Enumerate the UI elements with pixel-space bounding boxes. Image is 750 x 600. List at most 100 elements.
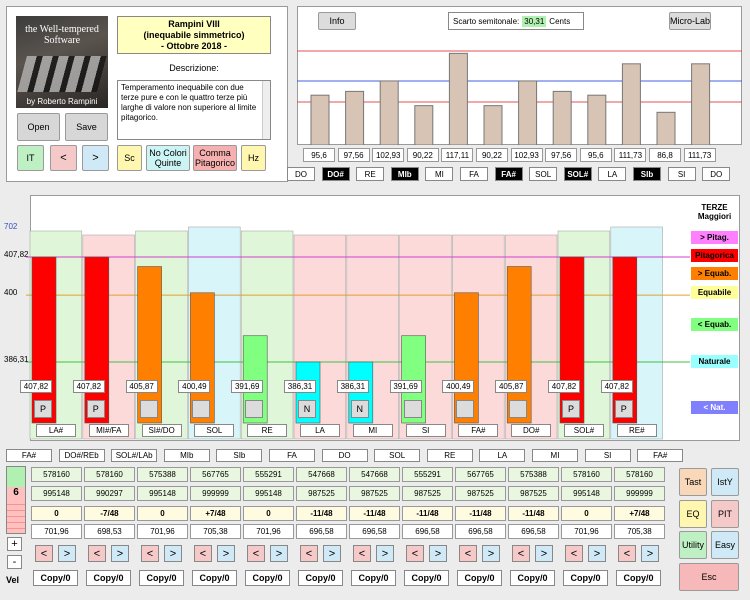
copy-button[interactable]: Copy/0: [351, 570, 396, 586]
marker-button[interactable]: P: [562, 400, 580, 418]
info-button[interactable]: Info: [318, 12, 356, 30]
up-arrow-button[interactable]: >: [482, 545, 500, 562]
plus-button[interactable]: +: [7, 537, 22, 551]
marker-button[interactable]: P: [86, 400, 105, 418]
esc-button[interactable]: Esc: [679, 563, 739, 591]
down-arrow-button[interactable]: <: [194, 545, 212, 562]
scarto-unit: Cents: [549, 16, 571, 26]
down-arrow-button[interactable]: <: [247, 545, 265, 562]
copy-button[interactable]: Copy/0: [563, 570, 608, 586]
logo-title-line1: the Well-tempered: [25, 24, 99, 35]
logo-title-line2: Software: [43, 35, 81, 46]
copy-button[interactable]: Copy/0: [86, 570, 131, 586]
bottom-note-label: LA: [479, 449, 526, 462]
prev-button[interactable]: <: [50, 145, 77, 171]
marker-button[interactable]: N: [298, 400, 316, 418]
data-cell: 987525: [402, 486, 453, 501]
data-cell: 547668: [296, 467, 347, 482]
down-arrow-button[interactable]: <: [459, 545, 477, 562]
bottom-note-label: SOL#/LAb: [111, 449, 158, 462]
data-cell: 696,58: [508, 524, 559, 539]
down-arrow-button[interactable]: <: [35, 545, 53, 562]
data-cell: 987525: [508, 486, 559, 501]
no-colori-quinte-button[interactable]: No Colori Quinte: [146, 145, 190, 171]
minus-button[interactable]: -: [7, 555, 22, 569]
copy-button[interactable]: Copy/0: [457, 570, 502, 586]
data-cell: 567765: [190, 467, 241, 482]
marker-button[interactable]: [509, 400, 528, 418]
description-text: Temperamento inequabile con due terze pu…: [121, 83, 257, 122]
marker-button[interactable]: [139, 400, 158, 418]
semitone-note-label: MI: [425, 167, 454, 181]
copy-button[interactable]: Copy/0: [510, 570, 555, 586]
down-arrow-button[interactable]: <: [141, 545, 159, 562]
legend-item: < Equab.: [691, 318, 738, 331]
marker-button[interactable]: N: [350, 400, 369, 418]
up-arrow-button[interactable]: >: [376, 545, 394, 562]
up-arrow-button[interactable]: >: [535, 545, 553, 562]
up-arrow-button[interactable]: >: [111, 545, 129, 562]
left-color-scale: 6: [6, 466, 26, 534]
bottom-note-label: SI: [584, 449, 631, 462]
comma-pitagorico-button[interactable]: Comma Pitagorico: [193, 145, 237, 171]
data-cell: 578160: [84, 467, 135, 482]
up-arrow-button[interactable]: >: [641, 545, 659, 562]
copy-button[interactable]: Copy/0: [245, 570, 290, 586]
pit-button[interactable]: PIT: [711, 500, 739, 528]
up-arrow-button[interactable]: >: [217, 545, 235, 562]
description-label: Descrizione:: [169, 63, 219, 73]
bottom-note-label: MIb: [163, 449, 210, 462]
marker-button[interactable]: [456, 400, 475, 418]
copy-button[interactable]: Copy/0: [33, 570, 78, 586]
up-arrow-button[interactable]: >: [323, 545, 341, 562]
fifth-note-name: DO#: [511, 424, 552, 437]
description-textarea[interactable]: Temperamento inequabile con due terze pu…: [117, 80, 271, 140]
fifth-bar: [506, 266, 532, 424]
up-arrow-button[interactable]: >: [270, 545, 288, 562]
copy-button[interactable]: Copy/0: [139, 570, 184, 586]
semitone-bar: [310, 94, 330, 145]
utility-button[interactable]: Utility: [679, 531, 707, 559]
down-arrow-button[interactable]: <: [300, 545, 318, 562]
marker-button[interactable]: [403, 400, 422, 418]
fifth-bar: [84, 256, 110, 424]
semitone-value: 97,56: [545, 148, 578, 162]
marker-button[interactable]: P: [34, 400, 52, 418]
eq-button[interactable]: EQ: [679, 500, 707, 528]
down-arrow-button[interactable]: <: [353, 545, 371, 562]
up-arrow-button[interactable]: >: [429, 545, 447, 562]
copy-button[interactable]: Copy/0: [192, 570, 237, 586]
down-arrow-button[interactable]: <: [565, 545, 583, 562]
up-arrow-button[interactable]: >: [58, 545, 76, 562]
up-arrow-button[interactable]: >: [164, 545, 182, 562]
hz-button[interactable]: Hz: [241, 145, 266, 171]
down-arrow-button[interactable]: <: [618, 545, 636, 562]
up-arrow-button[interactable]: >: [588, 545, 606, 562]
semitone-bar: [518, 80, 538, 145]
bottom-note-label: MI: [532, 449, 578, 462]
tast-button[interactable]: Tast: [679, 468, 707, 496]
down-arrow-button[interactable]: <: [512, 545, 530, 562]
semitone-value: 95,6: [303, 148, 335, 162]
marker-button[interactable]: P: [614, 400, 633, 418]
isty-button[interactable]: IstY: [711, 468, 739, 496]
down-arrow-button[interactable]: <: [406, 545, 424, 562]
copy-button[interactable]: Copy/0: [404, 570, 449, 586]
marker-button[interactable]: [192, 400, 211, 418]
sc-button[interactable]: Sc: [117, 145, 142, 171]
fifth-note-name: SI#/DO: [141, 424, 182, 437]
description-scrollbar[interactable]: [262, 81, 270, 139]
it-button[interactable]: IT: [17, 145, 44, 171]
copy-button[interactable]: Copy/0: [616, 570, 661, 586]
save-button[interactable]: Save: [65, 113, 108, 141]
down-arrow-button[interactable]: <: [88, 545, 106, 562]
data-cell: 701,96: [243, 524, 294, 539]
scarto-label: Scarto semitonale:: [453, 16, 520, 26]
next-button[interactable]: >: [82, 145, 109, 171]
easy-button[interactable]: Easy: [711, 531, 739, 559]
copy-button[interactable]: Copy/0: [298, 570, 343, 586]
marker-button[interactable]: [245, 400, 264, 418]
open-button[interactable]: Open: [17, 113, 60, 141]
microlab-button[interactable]: Micro-Lab: [669, 12, 711, 30]
fifth-note-name: LA: [300, 424, 340, 437]
